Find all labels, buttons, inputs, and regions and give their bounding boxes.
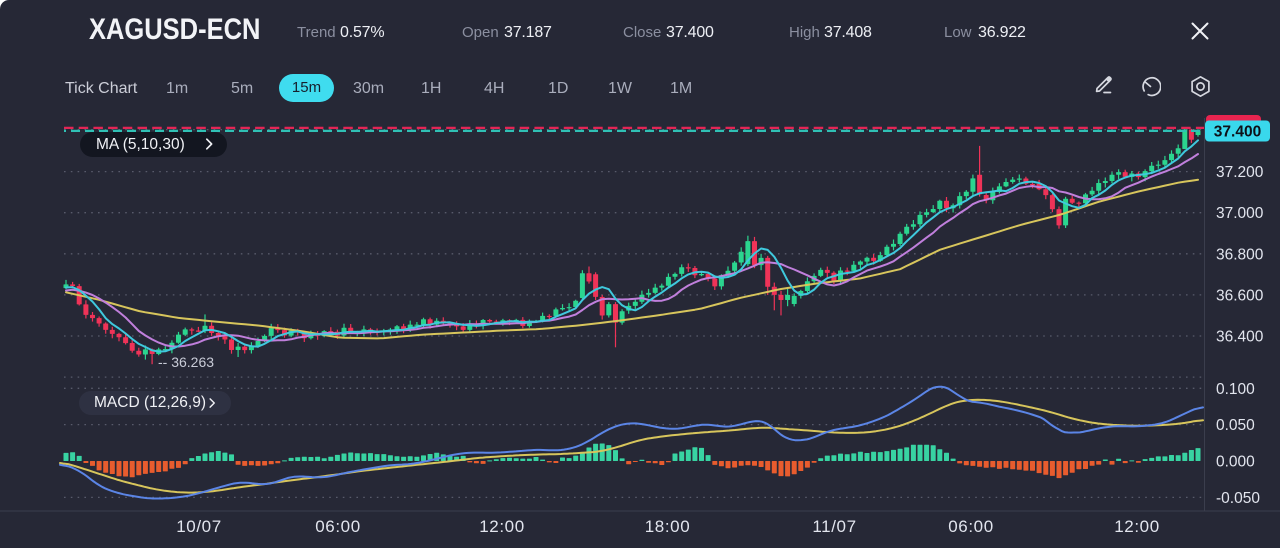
svg-text:-- 36.263: -- 36.263	[158, 354, 214, 370]
svg-text:36.800: 36.800	[1216, 246, 1264, 263]
svg-text:12:00: 12:00	[1114, 517, 1160, 536]
svg-text:06:00: 06:00	[315, 517, 361, 536]
svg-text:10/07: 10/07	[176, 517, 222, 536]
svg-text:36.400: 36.400	[1216, 329, 1264, 346]
svg-text:06:00: 06:00	[948, 517, 994, 536]
svg-text:37.200: 37.200	[1216, 164, 1264, 181]
svg-text:18:00: 18:00	[645, 517, 691, 536]
svg-text:11/07: 11/07	[812, 517, 856, 536]
svg-text:36.600: 36.600	[1216, 287, 1264, 304]
svg-text:0.100: 0.100	[1216, 381, 1255, 398]
svg-text:-0.050: -0.050	[1216, 490, 1260, 507]
svg-text:0.050: 0.050	[1216, 417, 1255, 434]
svg-text:37.000: 37.000	[1216, 205, 1264, 222]
svg-text:0.000: 0.000	[1216, 454, 1255, 471]
svg-text:12:00: 12:00	[479, 517, 525, 536]
svg-text:37.400: 37.400	[1214, 124, 1261, 141]
